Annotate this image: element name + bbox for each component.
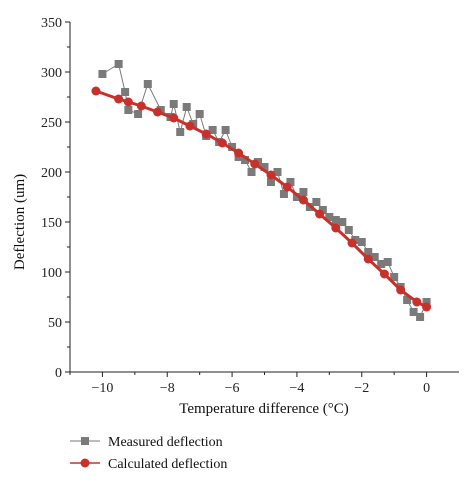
x-tick-label: 0 [423,381,430,396]
calculated-point [422,302,432,312]
measured-point [273,168,282,176]
calculated-point [185,121,195,131]
measured-point [338,218,347,226]
calculated-point [91,86,101,96]
calculated-point [123,97,133,107]
measured-point [208,126,217,134]
measured-point [292,193,301,201]
measured-point [364,248,373,256]
measured-point [176,128,185,136]
y-tick-label: 50 [48,316,62,331]
legend-measured-marker [81,437,89,445]
measured-point [98,70,107,78]
measured-point [370,253,379,261]
measured-point [279,190,288,198]
measured-point [124,106,133,114]
measured-point [169,100,178,108]
calculated-series-line [95,89,428,309]
measured-point [409,308,418,316]
calculated-point [282,182,292,192]
y-tick-label: 100 [41,266,62,281]
x-tick-label: −8 [160,381,175,396]
calculated-point [153,107,163,117]
calculated-point [396,285,406,295]
x-axis-title: Temperature difference (°C) [179,401,349,417]
measured-point [416,313,425,321]
x-tick-label: −10 [91,381,113,396]
measured-point [318,206,327,214]
measured-point [143,80,152,88]
calculated-point [347,238,357,248]
calculated-point [266,170,276,180]
calculated-point [114,94,124,104]
measured-point [390,273,399,281]
y-tick-label: 0 [55,366,62,381]
measured-point [114,60,123,68]
measured-point [422,298,431,306]
measured-point [221,126,230,134]
x-tick-label: −4 [289,381,304,396]
measured-point [260,163,269,171]
calculated-point [217,138,227,148]
measured-series-line [102,63,428,318]
measured-point [383,258,392,266]
measured-point [228,143,237,151]
calculated-point [412,297,422,307]
measured-point [241,156,250,164]
y-tick-label: 300 [41,66,62,81]
measured-point [286,178,295,186]
calculated-point [201,129,211,139]
calculated-point [250,159,260,169]
legend-measured-label: Measured deflection [108,435,223,450]
measured-point [247,168,256,176]
calculated-point [136,101,146,111]
y-tick-label: 250 [41,116,62,131]
calculated-point [315,209,325,219]
y-axis-title: Deflection (um) [12,174,28,270]
measured-point [357,238,366,246]
calculated-point [234,148,244,158]
y-tick-label: 350 [41,16,62,31]
calculated-point [331,223,341,233]
measured-point [195,110,204,118]
calculated-point [363,254,373,264]
measured-point [299,188,308,196]
x-tick-label: −6 [225,381,240,396]
axes: 0 50 100 150 200 250 300 350 −10 −8 −6 −4 −2 0 [41,16,459,396]
legend-calculated-marker [80,458,90,468]
y-tick-label: 200 [41,166,62,181]
measured-point [312,198,321,206]
measured-point [331,216,340,224]
legend-calculated-label: Calculated deflection [108,457,227,472]
calculated-point [379,269,389,279]
measured-series [98,60,431,321]
measured-point [134,110,143,118]
legend: Measured deflection Calculated deflectio… [70,435,227,472]
measured-point [344,226,353,234]
calculated-point [169,113,179,123]
calculated-point [298,195,308,205]
measured-point [377,260,386,268]
measured-point [182,103,191,111]
x-tick-label: −2 [354,381,369,396]
y-tick-label: 150 [41,216,62,231]
measured-point [325,213,334,221]
measured-point [121,88,130,96]
calculated-series [91,86,432,312]
measured-point [403,296,412,304]
measured-point [266,178,275,186]
